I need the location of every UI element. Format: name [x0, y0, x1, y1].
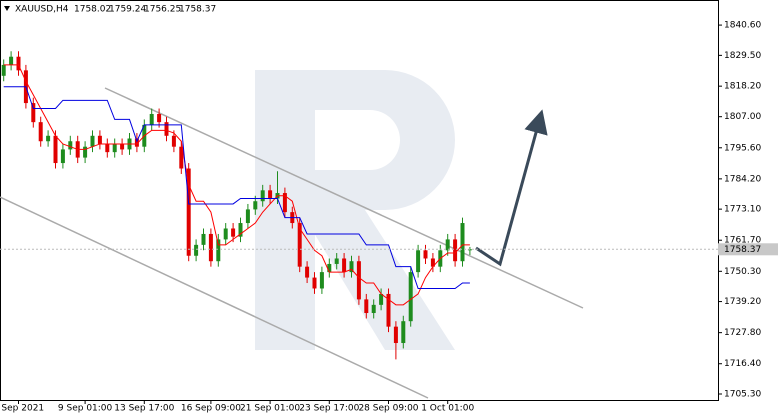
- x-tick-label: 28 Sep 09:00: [358, 404, 418, 414]
- candle-body: [46, 135, 51, 142]
- ohlc-close: 1758.37: [179, 5, 216, 15]
- candle-body: [216, 239, 221, 262]
- candle-body: [38, 122, 43, 142]
- menu-icon: [4, 6, 10, 11]
- candle-body: [260, 190, 265, 202]
- indicator-line: [3, 64, 470, 306]
- candle-body: [379, 293, 384, 305]
- candle-body: [223, 228, 228, 240]
- chart-title: XAUUSD,H4: [15, 5, 69, 15]
- candle-body: [305, 266, 310, 278]
- candle-body: [371, 304, 376, 314]
- candle-body: [445, 239, 450, 251]
- candle-body: [364, 299, 369, 314]
- candle-body: [319, 272, 324, 289]
- indicator-line: [3, 86, 470, 289]
- candle-body: [83, 146, 88, 158]
- candle-body: [179, 146, 184, 169]
- y-tick-label: 1818.20: [724, 82, 761, 92]
- candle-body: [327, 263, 332, 273]
- y-tick-label: 1761.70: [724, 236, 761, 246]
- y-tick-label: 1807.00: [724, 112, 761, 122]
- candle-body: [312, 277, 317, 289]
- candle-body: [356, 261, 361, 300]
- candle-body: [134, 138, 139, 147]
- x-tick-label: 9 Sep 01:00: [58, 404, 113, 414]
- y-tick-label: 1739.20: [724, 297, 761, 307]
- ohlc-high: 1759.24: [109, 5, 146, 15]
- candle-body: [97, 135, 102, 144]
- candle-body: [149, 113, 154, 125]
- candle-body: [297, 223, 302, 267]
- candle-body: [430, 258, 435, 267]
- y-tick-label: 1795.60: [724, 143, 761, 153]
- candle-body: [1, 64, 6, 76]
- candle-body: [245, 209, 250, 224]
- candle-body: [171, 135, 176, 147]
- candle-body: [453, 239, 458, 262]
- y-tick-label: 1727.80: [724, 328, 761, 338]
- candle-body: [401, 321, 406, 344]
- candle-body: [334, 258, 339, 264]
- candle-body: [208, 233, 213, 262]
- candle-body: [268, 190, 273, 199]
- candle-body: [231, 228, 236, 237]
- candle-body: [408, 272, 413, 322]
- y-tick-label: 1829.50: [724, 51, 761, 61]
- candle-body: [90, 135, 95, 147]
- price-tag: [718, 243, 778, 256]
- candle-body: [460, 223, 465, 262]
- x-tick-label: 13 Sep 17:00: [114, 404, 174, 414]
- candle-body: [68, 141, 73, 150]
- y-tick-label: 1716.40: [724, 359, 761, 369]
- candle-body: [157, 113, 162, 123]
- candle-body: [164, 122, 169, 136]
- candle-body: [60, 149, 65, 164]
- candle-body: [9, 56, 14, 65]
- y-tick-label: 1705.30: [724, 390, 761, 400]
- candle-body: [120, 143, 125, 150]
- channel-line: [0, 196, 429, 399]
- x-tick-label: 16 Sep 09:00: [181, 404, 241, 414]
- x-tick-label: 21 Sep 01:00: [240, 404, 300, 414]
- candle-body: [238, 223, 243, 237]
- candle-body: [253, 201, 258, 210]
- ohlc-low: 1756.25: [144, 5, 181, 15]
- y-tick-label: 1773.10: [724, 205, 761, 215]
- marks: [1, 51, 472, 360]
- plot-frame: [0, 0, 719, 401]
- y-tick-label: 1750.30: [724, 267, 761, 277]
- x-tick-label: 1 Oct 01:00: [421, 404, 474, 414]
- forecast-arrow: [475, 109, 548, 267]
- price-tag-label: 1758.37: [724, 245, 761, 255]
- candle-body: [386, 293, 391, 327]
- x-tick-label: 6 Sep 2021: [0, 404, 44, 414]
- candle-body: [31, 103, 36, 123]
- candle-body: [282, 193, 287, 213]
- candle-body: [423, 250, 428, 259]
- candle-body: [112, 143, 117, 153]
- candle-body: [201, 233, 206, 245]
- y-tick-label: 1840.60: [724, 21, 761, 31]
- candle-body: [53, 135, 58, 164]
- y-tick-label: 1784.20: [724, 174, 761, 184]
- candle-body: [342, 258, 347, 273]
- candle-body: [393, 326, 398, 344]
- candle-body: [16, 56, 21, 71]
- candle-body: [416, 250, 421, 273]
- candle-body: [349, 261, 354, 273]
- candle-body: [186, 168, 191, 256]
- ohlc-open: 1758.02: [74, 5, 111, 15]
- candle-body: [105, 143, 110, 153]
- candle-body: [194, 244, 199, 256]
- x-tick-label: 23 Sep 17:00: [299, 404, 359, 414]
- channel-line: [104, 87, 584, 309]
